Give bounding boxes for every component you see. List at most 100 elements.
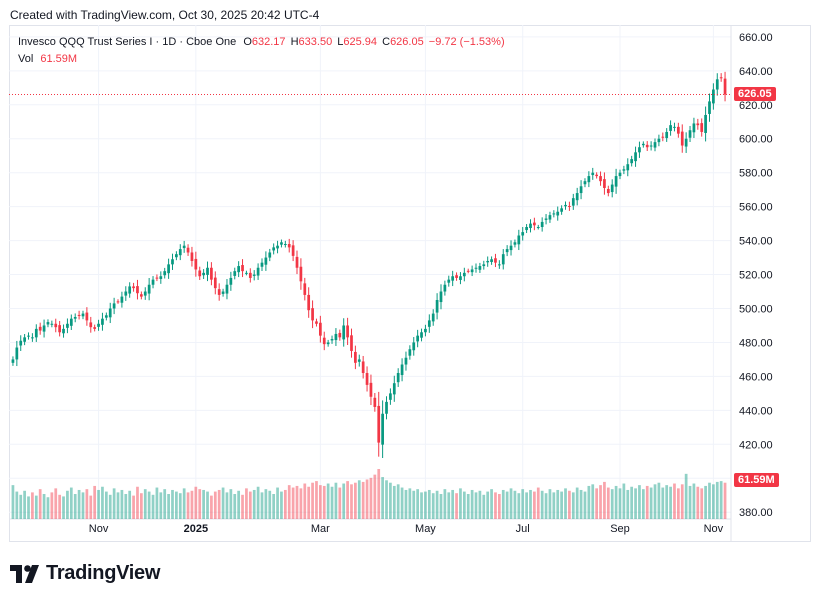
candle-body bbox=[571, 198, 575, 206]
volume-bar bbox=[252, 489, 256, 519]
candle-body bbox=[396, 373, 400, 383]
candle-body bbox=[97, 323, 100, 327]
candle-body bbox=[361, 361, 365, 374]
candle-body bbox=[431, 313, 435, 322]
volume-bar bbox=[66, 490, 69, 519]
volume-bar bbox=[657, 482, 661, 519]
volume-bar bbox=[357, 480, 361, 519]
candle-body bbox=[104, 315, 108, 318]
candle-body bbox=[509, 245, 513, 251]
candle-body bbox=[101, 318, 104, 325]
price-tick-label: 420.00 bbox=[739, 439, 773, 451]
volume-bar bbox=[38, 489, 42, 519]
time-tick-label: 2025 bbox=[184, 523, 208, 535]
candle-body bbox=[62, 328, 65, 334]
candle-body bbox=[599, 176, 602, 182]
candle-body bbox=[291, 245, 295, 256]
volume-bar bbox=[81, 492, 85, 519]
volume-bar bbox=[587, 485, 591, 519]
candle-body bbox=[455, 275, 458, 278]
candle-body bbox=[241, 265, 244, 272]
volume-bar bbox=[688, 485, 692, 519]
candle-body bbox=[587, 176, 591, 183]
candle-body bbox=[634, 152, 637, 162]
volume-bar bbox=[424, 491, 427, 519]
candle-body bbox=[521, 232, 525, 236]
candle-body bbox=[31, 337, 34, 339]
candle-body bbox=[120, 296, 124, 303]
candle-body bbox=[490, 259, 493, 262]
candle-body bbox=[159, 276, 163, 279]
chart-frame[interactable] bbox=[9, 25, 811, 542]
candle-body bbox=[435, 300, 439, 313]
candle-body bbox=[19, 340, 23, 346]
volume-bars bbox=[11, 469, 727, 519]
volume-bar bbox=[641, 489, 645, 519]
candle-body bbox=[451, 276, 455, 281]
candle-body bbox=[676, 126, 680, 134]
volume-bar bbox=[147, 491, 151, 519]
volume-bar bbox=[225, 492, 229, 519]
candle-body bbox=[155, 277, 159, 279]
volume-bar bbox=[431, 493, 435, 519]
candle-body bbox=[311, 308, 314, 321]
candle-body bbox=[217, 289, 221, 295]
volume-bar bbox=[198, 489, 202, 519]
candle-body bbox=[700, 123, 704, 132]
volume-bar bbox=[291, 487, 295, 519]
candle-body bbox=[447, 279, 451, 283]
volume-bar bbox=[603, 481, 606, 519]
candle-body bbox=[692, 123, 696, 133]
price-tick-label: 660.00 bbox=[739, 32, 773, 44]
candle-body bbox=[622, 169, 626, 171]
high-value: 633.50 bbox=[298, 36, 333, 48]
last-price-tag: 626.05 bbox=[734, 86, 776, 101]
price-axis: 380.00400.00420.00440.00460.00480.00500.… bbox=[739, 32, 773, 519]
price-chart[interactable]: 380.00400.00420.00440.00460.00480.00500.… bbox=[9, 25, 811, 542]
candle-body bbox=[412, 342, 416, 351]
volume-bar bbox=[497, 494, 501, 519]
volume-bar bbox=[591, 484, 595, 519]
candle-body bbox=[575, 193, 579, 201]
volume-bar bbox=[548, 489, 552, 519]
price-tick-label: 480.00 bbox=[739, 337, 773, 349]
volume-bar bbox=[455, 493, 458, 519]
candle-body bbox=[482, 264, 486, 267]
candle-body bbox=[614, 176, 618, 187]
candle-body bbox=[50, 323, 54, 325]
tradingview-logo[interactable]: TradingView bbox=[10, 562, 160, 585]
volume-bar bbox=[11, 485, 15, 519]
candle-body bbox=[626, 164, 630, 171]
volume-bar bbox=[256, 486, 260, 519]
candle-body bbox=[116, 301, 120, 303]
volume-bar bbox=[385, 480, 388, 519]
candle-body bbox=[330, 339, 334, 341]
volume-bar bbox=[645, 485, 649, 519]
volume-legend: Vol 61.59M bbox=[18, 53, 77, 65]
volume-bar bbox=[112, 488, 116, 519]
candle-body bbox=[23, 337, 26, 342]
volume-bar bbox=[700, 488, 704, 519]
volume-bar bbox=[202, 489, 205, 519]
candle-body bbox=[564, 204, 567, 207]
volume-bar bbox=[280, 491, 283, 519]
candle-body bbox=[108, 308, 112, 318]
volume-bar bbox=[213, 491, 217, 519]
price-tick-label: 620.00 bbox=[739, 100, 773, 112]
candle-body bbox=[315, 321, 318, 324]
candle-body bbox=[638, 147, 641, 153]
volume-bar bbox=[210, 495, 213, 519]
symbol-legend: Invesco QQQ Trust Series I · 1D · Cboe O… bbox=[18, 36, 505, 48]
volume-bar bbox=[93, 485, 97, 519]
volume-bar bbox=[190, 490, 194, 519]
volume-bar bbox=[101, 486, 104, 519]
candle-body bbox=[245, 272, 248, 274]
volume-bar bbox=[521, 489, 525, 519]
candle-body bbox=[151, 279, 155, 285]
candle-body bbox=[295, 256, 299, 268]
candle-body bbox=[548, 215, 552, 220]
candle-body bbox=[287, 243, 291, 248]
candle-body bbox=[210, 267, 213, 280]
last-volume-tag: 61.59M bbox=[734, 472, 779, 487]
candle-body bbox=[194, 258, 198, 270]
